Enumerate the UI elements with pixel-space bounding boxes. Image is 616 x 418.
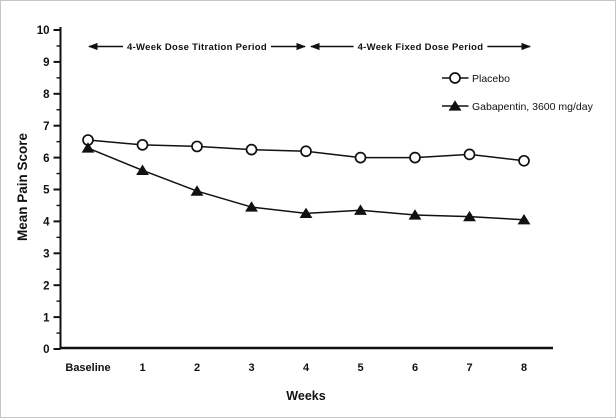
period-annotation: 4-Week Fixed Dose Period — [310, 40, 531, 54]
legend-label: Placebo — [472, 73, 510, 85]
data-series — [81, 134, 531, 225]
y-axis: 0 1 2 3 4 5 6 7 8 9 10 — [37, 25, 62, 356]
placebo-circle-marker — [191, 140, 203, 153]
x-tick-label: 5 — [357, 362, 363, 374]
y-tick-label: 5 — [43, 185, 50, 197]
y-tick-label: 7 — [43, 121, 49, 133]
legend-label: Gabapentin, 3600 mg/day — [472, 101, 594, 113]
placebo-circle-marker — [300, 145, 312, 158]
gabapentin-triangle-marker — [190, 185, 204, 196]
gabapentin-triangle-marker — [136, 164, 149, 175]
y-tick-label: 9 — [43, 57, 49, 69]
gabapentin-triangle-marker — [81, 142, 95, 153]
x-tick-label: 4 — [303, 362, 310, 374]
gabapentin-triangle-marker — [517, 214, 531, 225]
dose-period-annotations: 4-Week Dose Titration Period 4-Week Fixed… — [88, 40, 531, 54]
y-tick-label: 4 — [43, 217, 50, 229]
annotation-label: 4-Week Dose Titration Period — [127, 42, 267, 53]
placebo-circle-marker — [354, 151, 367, 164]
gabapentin-triangle-marker — [354, 204, 367, 215]
x-tick-label: 8 — [521, 362, 527, 374]
gabapentin-triangle-marker — [408, 209, 422, 220]
placebo-circle-marker — [245, 143, 258, 156]
y-tick-label: 6 — [43, 153, 49, 165]
x-tick-label: 1 — [139, 362, 145, 374]
placebo-circle-marker — [136, 138, 149, 151]
period-annotation: 4-Week Dose Titration Period — [88, 40, 306, 54]
y-axis-title: Mean Pain Score — [15, 132, 30, 241]
annotation-label-backing — [122, 40, 272, 54]
gabapentin-triangle-marker — [245, 201, 258, 212]
x-tick-label: 2 — [194, 362, 200, 374]
annotation-left-arrowhead — [310, 42, 320, 51]
placebo-circle-marker — [518, 154, 530, 167]
legend-entry: Placebo — [442, 72, 510, 85]
annotation-right-arrowhead — [296, 42, 306, 51]
y-tick-label: 3 — [43, 249, 49, 261]
x-axis-title: Weeks — [286, 389, 325, 403]
gabapentin-triangle-marker — [448, 100, 462, 111]
annotation-label-backing — [353, 40, 488, 54]
x-tick-label: 3 — [248, 362, 254, 374]
x-tick-label: 7 — [466, 362, 472, 374]
legend-entry: Gabapentin, 3600 mg/day — [442, 100, 594, 113]
placebo-circle-marker — [463, 148, 476, 161]
x-tick-label: 6 — [412, 362, 418, 374]
y-tick-label: 8 — [43, 89, 50, 101]
annotation-left-arrowhead — [88, 42, 98, 51]
x-tick-label: Baseline — [65, 362, 110, 374]
y-tick-label: 1 — [43, 312, 50, 324]
y-tick-label: 2 — [43, 280, 49, 292]
placebo-circle-marker — [449, 72, 461, 84]
y-tick-label: 0 — [43, 344, 49, 356]
gabapentin-triangle-marker — [463, 210, 476, 222]
annotation-right-arrowhead — [521, 42, 531, 51]
annotation-label: 4-Week Fixed Dose Period — [358, 42, 484, 53]
placebo-circle-marker — [409, 151, 421, 164]
y-tick-label: 10 — [37, 25, 50, 37]
x-axis: Baseline 1 2 3 4 5 6 7 8 — [59, 346, 553, 374]
series-placebo — [82, 134, 530, 167]
gabapentin-triangle-marker — [299, 207, 313, 219]
series-gabapentin-3600-mg-day — [81, 142, 531, 225]
legend: Placebo Gabapentin, 3600 mg/day — [442, 72, 594, 113]
